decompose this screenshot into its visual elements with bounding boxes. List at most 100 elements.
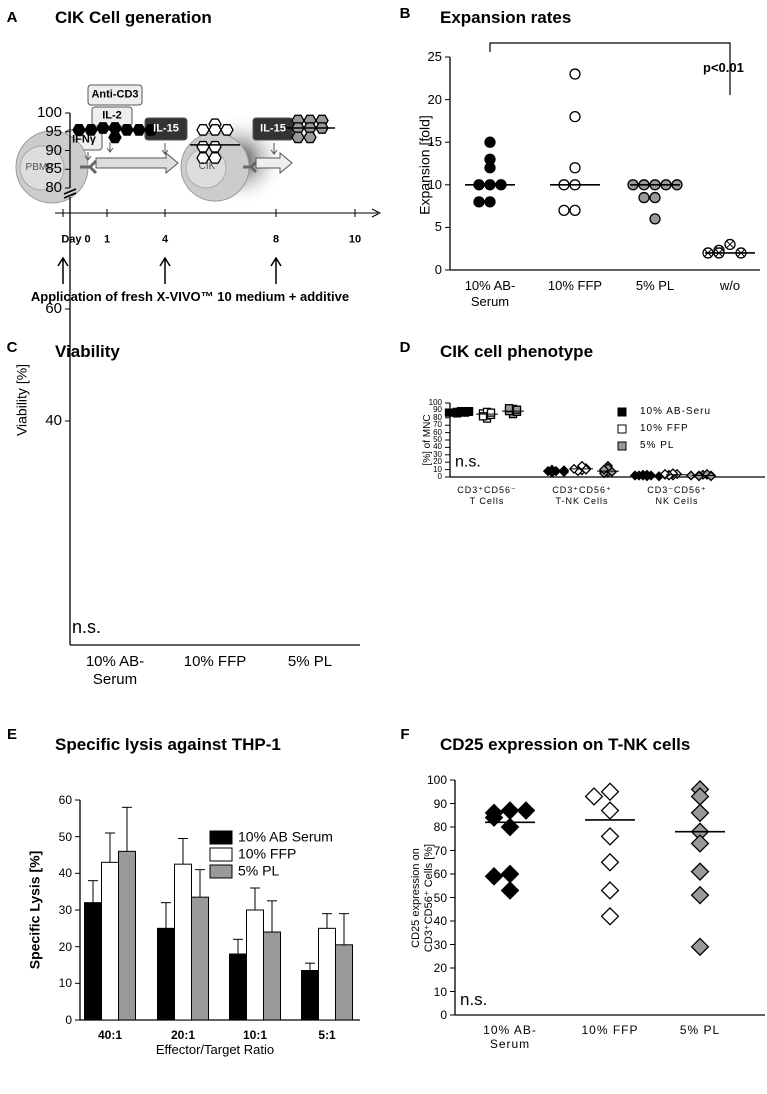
y-tick-label: 100 [426,772,447,787]
legend-label: 10% FFP [640,423,689,434]
bar [263,931,281,1021]
panel-title: Viability [55,341,120,361]
point [291,131,305,144]
y-tick-label: 50 [433,435,442,445]
stimulus: IFNγ [72,133,96,146]
point [584,787,604,806]
point [144,124,158,136]
legend-label: 10% AB-Seru [640,406,712,417]
panel-letter: D [399,339,411,356]
x-tick-label: 5% PL [679,1023,721,1037]
x-tick-label: 10% AB- Serum [464,278,516,309]
bar [118,850,136,1021]
y-tick-label: 40 [58,866,72,881]
y-tick-label: 50 [433,890,447,905]
stimulus: Anti-CD3 [91,88,139,101]
point [598,464,610,475]
arrow [255,151,293,175]
x-tick-label: 10% FFP [547,278,603,293]
y-tick-label: 20 [433,457,442,467]
boost: IL-15 [153,122,179,135]
y-tick-label: 10 [427,177,442,192]
y-tick-label: 20 [58,939,72,954]
point [303,131,317,144]
point [690,937,710,957]
x-tick-label: 10% AB- Serum [483,1023,537,1052]
y-tick-label: 90 [433,405,442,415]
bar [84,902,102,1021]
bracket [489,42,731,95]
up-arrows [57,256,282,284]
point [693,471,705,482]
y-tick-label: 100 [36,104,62,121]
y-tick-label: 30 [433,450,442,459]
legend-swatch [209,847,233,862]
y-tick-label: 20 [427,91,442,107]
y-axis-label: Viability [%] [13,363,30,437]
point [484,136,496,148]
y-tick-label: 15 [427,134,442,150]
receptor [80,159,98,175]
bar [101,861,119,1021]
x-tick-label: 5:1 [318,1028,336,1042]
point [484,867,504,886]
point [208,140,222,153]
annotation: n.s. [460,989,488,1009]
point [196,140,210,153]
y-tick-label: 0 [437,472,442,482]
y-axis-label: CD25 expression on CD3⁺CD56⁺ Cells [%] [409,843,435,953]
panel-title: CD25 expression on T-NK cells [440,734,691,754]
point [600,881,620,900]
annotation: n.s. [72,617,102,638]
point [96,122,110,134]
y-tick-label: 10 [433,464,442,474]
point [484,808,504,827]
day: 8 [272,233,280,246]
point [600,801,620,820]
point [484,162,496,174]
x-tick-label: 20:1 [170,1028,196,1042]
x-tick-label: 10:1 [242,1028,268,1042]
point [473,196,485,208]
y-tick-label: 30 [58,902,72,917]
y-tick-label: 25 [427,49,442,65]
y-tick-label: 40 [45,412,62,429]
point [649,213,661,225]
point [580,464,592,475]
point [500,881,520,900]
point [220,124,234,136]
y-tick-label: 70 [433,420,442,430]
note: Application of fresh X-VIVO™ 10 medium +… [30,289,350,305]
y-tick-label: 20 [433,960,447,975]
bar [191,896,209,1021]
stimulus: IL-2 [102,109,122,122]
point [484,196,496,208]
panel-letter: E [6,726,18,743]
y-tick-label: 0 [434,262,442,278]
point [649,191,661,204]
point [569,68,581,80]
legend-swatch [617,424,627,434]
y-tick-label: 40 [433,913,447,928]
axis-break [63,188,77,199]
point [600,906,620,926]
point [690,803,710,823]
x-tick-label: CD3⁺CD56⁺ T-NK Cells [552,485,612,506]
x-tick-label: CD3⁺CD56⁻ T Cells [457,485,517,506]
timeline [55,208,382,218]
panel-title: Specific lysis against THP-1 [55,734,281,754]
point [558,465,570,476]
y-tick-label: 95 [45,122,62,140]
day: 10 [348,233,362,246]
point [196,152,210,164]
x-tick-label: 5% PL [635,278,675,293]
bar [246,909,264,1021]
y-tick-label: 100 [428,398,442,408]
point [516,801,536,820]
legend-swatch [617,407,627,417]
y-tick-label: 10 [433,984,447,999]
point [690,862,710,881]
y-tick-label: 60 [433,866,447,881]
x-tick-label: CD3⁻CD56⁺ NK Cells [647,485,707,506]
